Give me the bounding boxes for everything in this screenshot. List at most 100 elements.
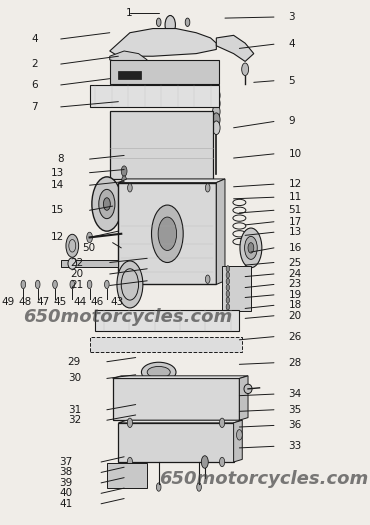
Text: 4: 4 [288,39,295,49]
Circle shape [70,280,75,289]
Text: 6: 6 [31,80,38,90]
Polygon shape [239,376,248,420]
Text: 21: 21 [71,280,84,290]
Text: 650motorcycles.com: 650motorcycles.com [159,470,368,488]
Bar [118,423,233,462]
Text: 20: 20 [288,311,302,321]
Text: 1: 1 [126,8,133,18]
Text: 8: 8 [57,154,64,164]
Circle shape [87,280,92,289]
Circle shape [128,184,132,192]
Text: 22: 22 [71,257,84,268]
Text: 17: 17 [288,217,302,227]
Polygon shape [216,35,254,61]
Bar [95,310,239,331]
Text: 44: 44 [73,297,87,307]
Bar [110,111,213,179]
Circle shape [157,18,161,26]
Text: 38: 38 [59,467,72,477]
Text: 10: 10 [288,149,302,159]
Circle shape [158,217,176,250]
Text: 15: 15 [50,205,64,215]
Circle shape [103,198,110,211]
Text: 24: 24 [288,269,302,279]
Text: 36: 36 [288,421,302,430]
Bar [110,60,219,84]
Polygon shape [110,51,147,65]
Polygon shape [118,420,242,423]
Text: 32: 32 [68,415,81,425]
Text: 13: 13 [50,167,64,177]
Circle shape [213,89,220,102]
Bar [222,266,251,311]
Circle shape [157,483,161,491]
Text: 7: 7 [31,102,38,112]
Ellipse shape [147,366,170,378]
Circle shape [53,280,57,289]
Text: 19: 19 [288,290,302,300]
Ellipse shape [244,384,252,394]
Text: 9: 9 [288,117,295,127]
Circle shape [205,184,210,192]
Circle shape [121,166,127,176]
Circle shape [248,243,254,253]
Text: 14: 14 [50,180,64,190]
Text: 30: 30 [68,373,81,383]
Circle shape [87,232,92,243]
Text: 33: 33 [288,442,302,452]
Circle shape [226,304,230,310]
Text: 18: 18 [288,300,302,310]
Text: 35: 35 [288,405,302,415]
Circle shape [236,429,242,440]
Polygon shape [90,85,219,107]
Text: 51: 51 [288,205,302,215]
Circle shape [226,266,230,272]
Text: 12: 12 [288,179,302,189]
Circle shape [36,280,40,289]
Text: 650motorcycles.com: 650motorcycles.com [23,308,233,327]
Bar [118,183,216,285]
Circle shape [245,236,257,259]
Text: 31: 31 [68,405,81,415]
Circle shape [240,228,262,268]
Text: 34: 34 [288,389,302,399]
Text: 16: 16 [288,243,302,253]
Bar [61,260,118,267]
Bar [107,463,147,488]
Circle shape [66,234,78,257]
Bar [90,337,242,352]
Text: 41: 41 [59,499,72,509]
Bar [118,71,141,79]
Circle shape [151,205,183,262]
Circle shape [122,176,127,184]
Circle shape [213,113,220,127]
Circle shape [226,278,230,285]
Circle shape [21,280,26,289]
Circle shape [219,418,225,427]
Circle shape [127,418,132,427]
Circle shape [201,456,208,468]
Circle shape [99,190,115,218]
Text: 49: 49 [1,297,15,307]
Polygon shape [233,420,242,462]
Text: 50: 50 [82,243,95,253]
Text: 37: 37 [59,457,72,467]
Circle shape [226,297,230,303]
Circle shape [127,457,132,467]
Text: 28: 28 [288,358,302,368]
Text: 48: 48 [19,297,32,307]
Circle shape [213,105,220,118]
Text: 25: 25 [288,257,302,268]
Circle shape [117,261,143,308]
Circle shape [105,280,109,289]
Circle shape [226,285,230,291]
Circle shape [226,291,230,297]
Text: 13: 13 [288,227,302,237]
Text: 20: 20 [71,269,84,279]
Polygon shape [118,179,225,183]
Circle shape [242,63,249,76]
Text: 4: 4 [31,34,38,44]
Ellipse shape [68,258,77,269]
Text: 39: 39 [59,478,72,488]
Text: 40: 40 [59,488,72,498]
